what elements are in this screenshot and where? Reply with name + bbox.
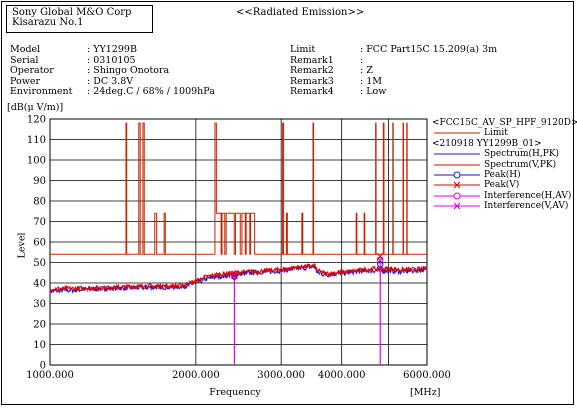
y-tick-label: 50 — [33, 258, 46, 269]
y-tick-label: 100 — [27, 156, 46, 167]
info-right-value: : FCC Part15C 15.209(a) 3m — [360, 44, 498, 55]
legend-peak-v-label: Peak(V) — [484, 180, 520, 191]
x-axis-title: Frequency — [209, 387, 261, 398]
x-axis-unit: [MHz] — [410, 387, 441, 398]
x-tick-label: 3000.000 — [257, 370, 305, 381]
info-right-label: Remark3 — [290, 75, 334, 87]
y-tick-label: 30 — [33, 299, 46, 310]
info-left-value: : 24deg.C / 68% / 1009hPa — [87, 86, 215, 98]
y-tick-label: 70 — [33, 217, 46, 228]
report-title: <<Radiated Emission>> — [236, 7, 365, 18]
legend-interference-h-label: Interference(H,AV) — [484, 190, 572, 201]
legend-peak-h-label: Peak(H) — [484, 169, 521, 180]
site-name: Kisarazu No.1 — [12, 17, 84, 28]
info-left-value: : Shingo Onotora — [87, 65, 170, 77]
company-name: Sony Global M&O Corp — [12, 7, 132, 18]
x-tick-label: 1000.000 — [26, 370, 74, 381]
info-right-label: Remark2 — [290, 65, 334, 77]
y-axis-unit: [dB(μ V/m)] — [7, 102, 64, 113]
info-left-label: Operator — [10, 65, 54, 77]
x-tick-label: 2000.000 — [172, 370, 220, 381]
legend-spectrum-v-symbol — [434, 164, 480, 166]
info-left-value: : YY1299B — [87, 44, 137, 55]
info-left-label: Model — [10, 44, 41, 55]
peak-h-marker — [377, 261, 384, 268]
company-box: Sony Global M&O Corp Kisarazu No.1 — [6, 5, 153, 33]
y-tick-label: 0 — [40, 361, 46, 372]
y-tick-label: 60 — [33, 238, 46, 249]
spectrum-v-line — [49, 262, 428, 293]
info-left-label: Serial — [10, 54, 39, 66]
legend-interference-v-label: Interference(V,AV) — [484, 201, 569, 212]
legend-spectrum-h-symbol — [434, 153, 480, 155]
y-tick-label: 110 — [27, 135, 46, 146]
info-right-value: : — [360, 54, 364, 66]
limit-line — [50, 122, 427, 255]
y-tick-label: 10 — [33, 340, 46, 351]
info-right-label: Remark4 — [290, 86, 334, 98]
info-left-value: : DC 3.8V — [87, 75, 134, 87]
info-right-value: : Z — [360, 65, 373, 77]
interference-h-marker — [377, 257, 384, 264]
y-tick-label: 80 — [33, 197, 46, 208]
peak-v-marker — [376, 252, 384, 260]
peak-v-marker — [231, 271, 238, 279]
legend-spectrum-h-label: Spectrum(H,PK) — [484, 149, 560, 160]
y-tick-label: 120 — [27, 115, 46, 126]
y-tick-label: 90 — [33, 176, 46, 187]
legend-interference-h-symbol — [434, 192, 480, 200]
info-left-label: Environment — [10, 86, 73, 98]
legend-interference-v-symbol — [434, 202, 480, 210]
y-tick-label: 20 — [33, 320, 46, 331]
legend-spectrum-v-label: Spectrum(V,PK) — [484, 159, 557, 170]
x-tick-label: 4000.000 — [318, 370, 366, 381]
info-left-label: Power — [10, 75, 41, 87]
y-tick-label: 40 — [33, 279, 46, 290]
legend-limit-symbol — [434, 132, 480, 134]
info-right-label: Limit — [290, 44, 316, 55]
legend-peak-v-symbol — [434, 181, 480, 189]
legend-group-title-label: <210918 YY1299B_01> — [432, 138, 542, 149]
legend-group-title-label: <FCC15C_AV_SP_HPF_9120D> — [432, 118, 577, 128]
legend-peak-h-symbol — [434, 171, 480, 179]
info-left-value: : 0310105 — [87, 54, 136, 66]
legend-limit-label: Limit — [484, 128, 508, 139]
info-right-label: Remark1 — [290, 54, 334, 66]
info-right-value: : Low — [360, 86, 387, 98]
x-tick-label: 6000.000 — [403, 370, 451, 381]
info-right-value: : 1M — [360, 75, 382, 87]
